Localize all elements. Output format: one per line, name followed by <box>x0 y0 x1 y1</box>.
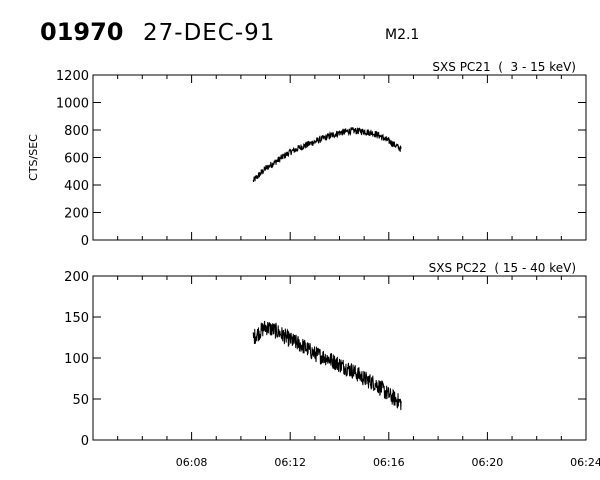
x-tick-label: 06:24 <box>570 456 600 469</box>
series-line <box>252 127 402 182</box>
y-tick-label: 400 <box>64 179 89 194</box>
y-tick-label: 100 <box>64 352 89 367</box>
panel-title: SXS PC21 ( 3 - 15 keV) <box>432 60 576 74</box>
x-tick-label: 06:08 <box>176 456 208 469</box>
y-tick-label: 1200 <box>56 69 89 84</box>
x-tick-label: 06:12 <box>274 456 306 469</box>
y-tick-label: 0 <box>81 434 89 449</box>
panel-pc21: SXS PC21 ( 3 - 15 keV) 0 200 400 600 800 1000 1… <box>27 60 587 249</box>
y-tick-label: 150 <box>64 311 89 326</box>
y-tick-label: 200 <box>64 207 89 222</box>
x-tick-label: 06:16 <box>373 456 405 469</box>
panel-pc22: SXS PC22 ( 15 - 40 keV) 0 50 100 150 200 06:08… <box>64 261 600 469</box>
panel-title: SXS PC22 ( 15 - 40 keV) <box>429 261 576 275</box>
series-line <box>252 320 402 411</box>
flare-class: M2.1 <box>385 27 419 43</box>
y-axis-label: CTS/SEC <box>27 134 40 181</box>
event-date: 27-DEC-91 <box>143 20 275 46</box>
y-tick-label: 1000 <box>56 97 89 112</box>
event-id: 01970 <box>40 18 124 46</box>
y-tick-label: 200 <box>64 270 89 285</box>
y-tick-label: 600 <box>64 152 89 167</box>
y-tick-label: 50 <box>72 393 89 408</box>
y-tick-label: 800 <box>64 124 89 139</box>
y-tick-label: 0 <box>81 234 89 249</box>
x-tick-label: 06:20 <box>472 456 504 469</box>
